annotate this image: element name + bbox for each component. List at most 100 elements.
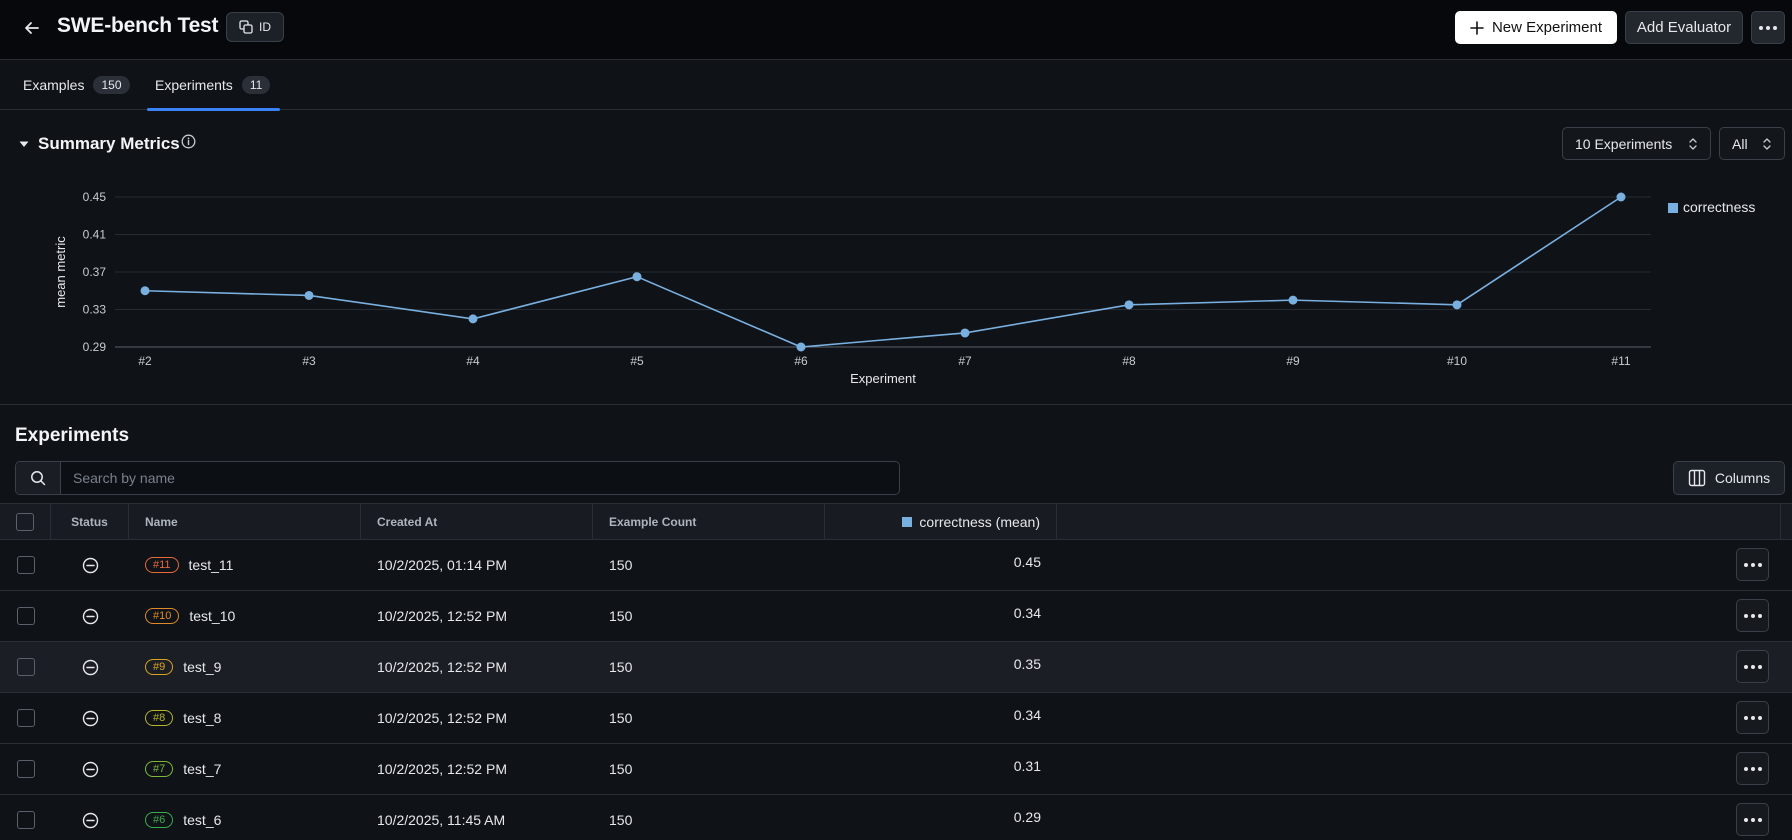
row-more-button[interactable] [1736, 548, 1769, 581]
header-status[interactable]: Status [51, 504, 129, 540]
back-button[interactable] [18, 14, 46, 42]
correctness-cell[interactable]: 0.35 [1013, 656, 1041, 672]
correctness-cell[interactable]: 0.45 [1013, 554, 1041, 570]
row-more-button[interactable] [1736, 650, 1769, 683]
data-point[interactable] [1288, 295, 1298, 305]
correctness-cell[interactable]: 0.34 [1013, 707, 1041, 723]
x-tick-label: #9 [1286, 354, 1300, 368]
x-tick-label: #4 [466, 354, 480, 368]
row-more-button[interactable] [1736, 803, 1769, 836]
more-options-button[interactable] [1751, 11, 1785, 44]
x-tick-label: #8 [1122, 354, 1136, 368]
experiment-name[interactable]: test_8 [183, 710, 222, 726]
row-checkbox-cell [0, 795, 51, 840]
data-point[interactable] [1124, 300, 1134, 310]
created-at-cell: 10/2/2025, 11:45 AM [377, 812, 506, 828]
columns-label: Columns [1714, 470, 1771, 486]
copy-id-button[interactable]: ID [226, 12, 284, 42]
header-example-count[interactable]: Example Count [593, 504, 825, 540]
name-cell: #8 test_8 [145, 693, 361, 743]
search-input[interactable] [61, 462, 899, 494]
correctness-cell[interactable]: 0.34 [1013, 605, 1041, 621]
new-experiment-button[interactable]: New Experiment [1455, 11, 1617, 44]
ellipsis-icon [1743, 664, 1762, 669]
row-checkbox[interactable] [16, 556, 35, 574]
tab-examples[interactable]: Examples 150 [23, 60, 130, 110]
row-checkbox[interactable] [16, 607, 35, 625]
created-at-cell: 10/2/2025, 12:52 PM [377, 761, 507, 777]
tab-experiments[interactable]: Experiments 11 [146, 60, 281, 111]
table-row[interactable]: #6 test_6 10/2/2025, 11:45 AM 150 0.29 [0, 795, 1792, 840]
filter-select[interactable]: All [1719, 127, 1785, 160]
ellipsis-icon [1743, 613, 1762, 618]
row-checkbox[interactable] [16, 658, 35, 676]
experiment-seq-badge: #7 [145, 761, 174, 777]
created-at-cell: 10/2/2025, 12:52 PM [377, 710, 507, 726]
add-evaluator-button[interactable]: Add Evaluator [1625, 11, 1743, 44]
experiment-seq-badge: #8 [145, 710, 174, 726]
experiments-count-value: 10 Experiments [1575, 135, 1673, 152]
info-icon[interactable] [181, 134, 196, 149]
data-point[interactable] [304, 290, 314, 300]
top-bar: SWE-bench Test ID New Experiment Add Eva… [0, 0, 1792, 60]
table-row[interactable]: #11 test_11 10/2/2025, 01:14 PM 150 0.45 [0, 540, 1792, 591]
table-row[interactable]: #8 test_8 10/2/2025, 12:52 PM 150 0.34 [0, 693, 1792, 744]
legend-swatch [1668, 203, 1678, 213]
experiments-count-select[interactable]: 10 Experiments [1562, 127, 1711, 160]
search-bar [15, 461, 900, 495]
search-button[interactable] [16, 462, 61, 494]
correctness-cell[interactable]: 0.31 [1013, 758, 1041, 774]
header-created-at[interactable]: Created At [361, 504, 593, 540]
created-at-cell: 10/2/2025, 12:52 PM [377, 659, 507, 675]
plus-icon [1470, 20, 1484, 35]
ellipsis-icon [1743, 817, 1762, 822]
correctness-cell[interactable]: 0.29 [1013, 809, 1041, 825]
x-tick-label: #7 [958, 354, 972, 368]
table-row[interactable]: #7 test_7 10/2/2025, 12:52 PM 150 0.31 [0, 744, 1792, 795]
row-checkbox[interactable] [16, 811, 35, 829]
select-all-checkbox[interactable] [16, 513, 34, 531]
data-point[interactable] [468, 314, 478, 324]
row-more-button[interactable] [1736, 701, 1769, 734]
section-divider [0, 404, 1792, 405]
header-name[interactable]: Name [129, 504, 361, 540]
summary-metrics-chart: 0.45 0.41 0.37 0.33 0.29 #2 #3 #4 #5 #6 #7 #8 #9 #10… [53, 190, 1755, 386]
data-point[interactable] [632, 272, 642, 282]
experiment-name[interactable]: test_10 [189, 608, 236, 624]
ellipsis-icon [1743, 715, 1762, 720]
x-tick-label: #3 [302, 354, 316, 368]
columns-button[interactable]: Columns [1673, 461, 1785, 495]
tab-count-badge: 11 [241, 76, 271, 94]
name-cell: #6 test_6 [145, 795, 361, 840]
sort-arrows-icon [1763, 137, 1771, 150]
status-neutral-icon [82, 608, 98, 624]
row-more-button[interactable] [1736, 599, 1769, 632]
row-checkbox[interactable] [16, 760, 35, 778]
data-point[interactable] [1616, 192, 1626, 202]
tab-label: Examples [23, 77, 85, 93]
columns-icon [1688, 469, 1706, 487]
y-tick-label: 0.33 [83, 303, 107, 317]
data-point[interactable] [960, 328, 970, 338]
header-correctness[interactable]: correctness (mean) [825, 504, 1057, 540]
row-more-button[interactable] [1736, 752, 1769, 785]
summary-metrics-toggle[interactable]: Summary Metrics [18, 134, 180, 154]
name-cell: #10 test_10 [145, 591, 361, 641]
experiment-name[interactable]: test_11 [188, 557, 234, 573]
status-cell [51, 642, 129, 692]
correctness-swatch [902, 517, 913, 527]
experiment-name[interactable]: test_6 [183, 812, 222, 828]
data-point[interactable] [140, 286, 150, 296]
x-tick-label: #10 [1447, 354, 1467, 368]
data-point[interactable] [1452, 300, 1462, 310]
status-neutral-icon [82, 710, 98, 726]
data-point[interactable] [796, 342, 806, 352]
experiment-name[interactable]: test_9 [183, 659, 222, 675]
experiment-name[interactable]: test_7 [183, 761, 222, 777]
table-row[interactable]: #10 test_10 10/2/2025, 12:52 PM 150 0.34 [0, 591, 1792, 642]
status-cell [51, 540, 129, 590]
row-checkbox[interactable] [16, 709, 35, 727]
name-cell: #9 test_9 [145, 642, 361, 692]
table-row[interactable]: #9 test_9 10/2/2025, 12:52 PM 150 0.35 [0, 642, 1792, 693]
search-icon [31, 471, 46, 486]
